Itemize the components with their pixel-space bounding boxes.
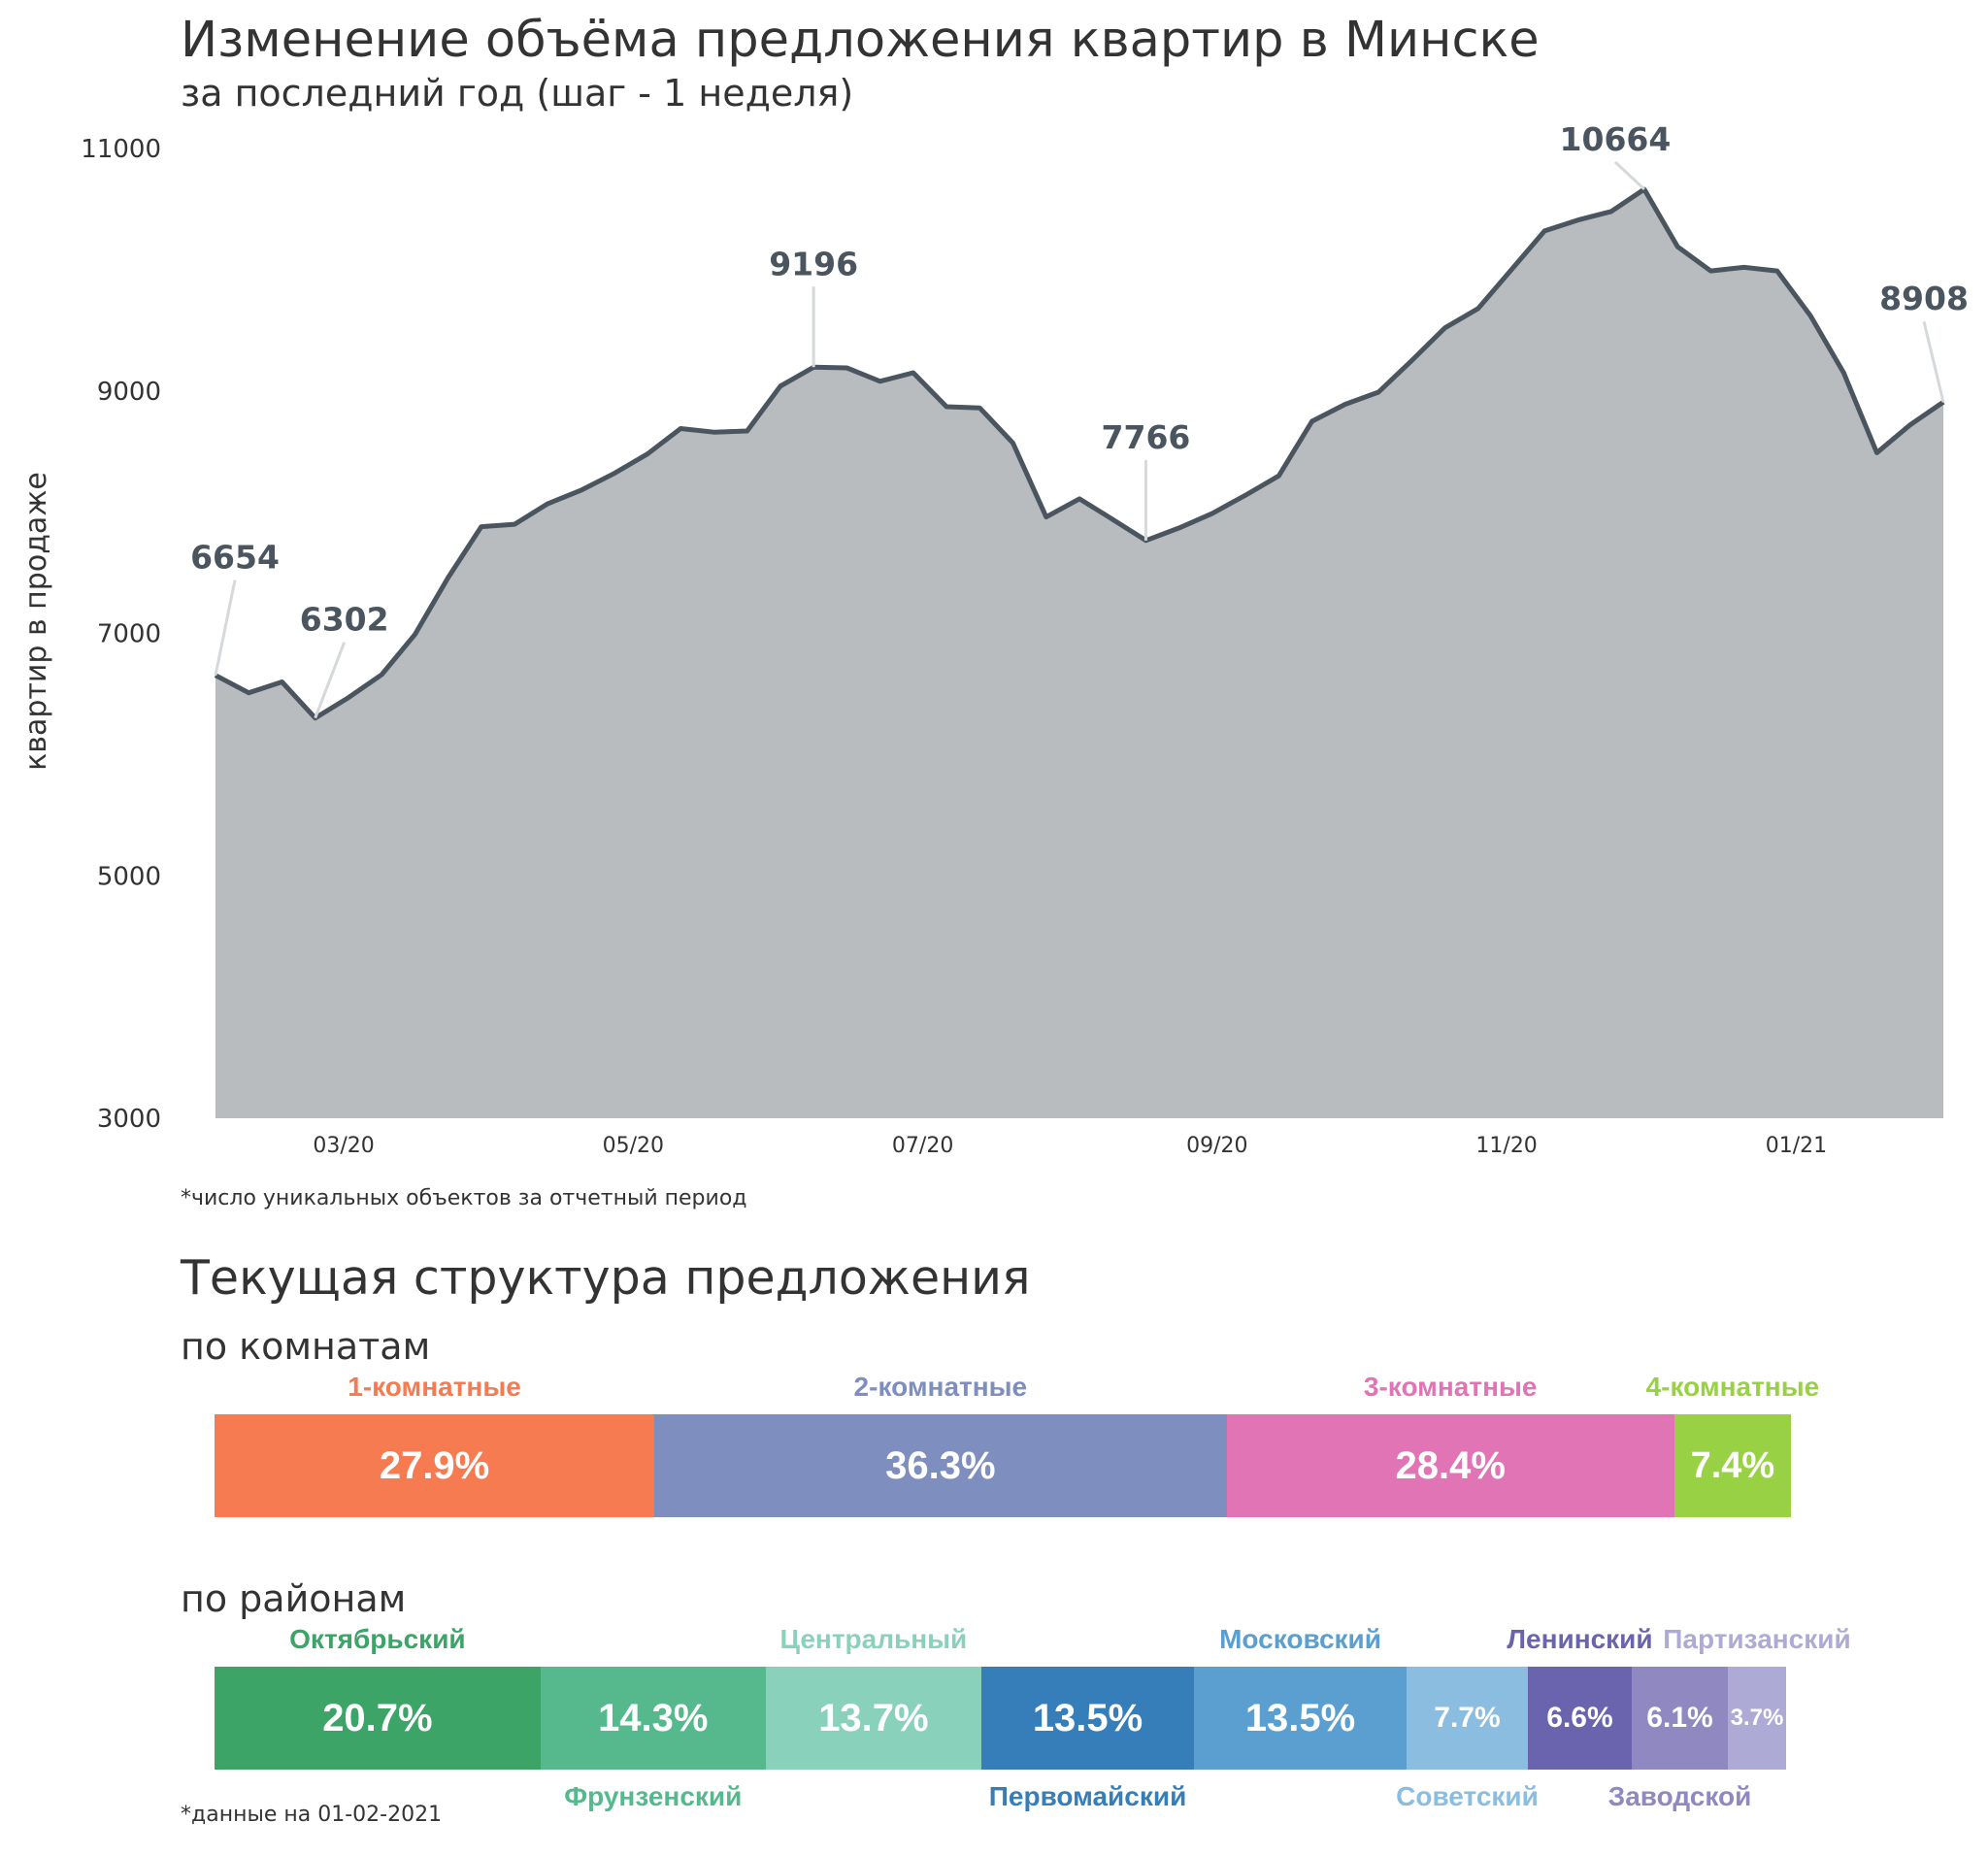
- district-name: Московский: [1219, 1624, 1381, 1654]
- district-percent: 13.7%: [818, 1696, 929, 1739]
- district-percent: 20.7%: [322, 1696, 433, 1739]
- district-name: Фрунзенский: [564, 1781, 743, 1811]
- y-tick-label: 5000: [97, 862, 161, 891]
- data-date-footnote: *данные на 01-02-2021: [181, 1803, 443, 1827]
- rooms-segment: 36.3%: [654, 1414, 1227, 1517]
- district-segment: 7.7%: [1407, 1667, 1528, 1770]
- annotation-label: 6302: [300, 601, 389, 639]
- districts-heading: по районам: [181, 1577, 407, 1620]
- rooms-heading: по комнатам: [181, 1325, 431, 1368]
- district-segment: 6.1%: [1632, 1667, 1728, 1770]
- rooms-percent: 7.4%: [1690, 1444, 1775, 1486]
- district-segment: 13.7%: [765, 1667, 982, 1770]
- district-segment: 6.6%: [1527, 1667, 1632, 1770]
- rooms-percent: 27.9%: [379, 1443, 490, 1487]
- district-segment: 13.5%: [1194, 1667, 1408, 1770]
- district-segment: 20.7%: [215, 1667, 541, 1770]
- rooms-segment: 28.4%: [1226, 1414, 1674, 1517]
- district-name: Заводской: [1607, 1781, 1752, 1811]
- district-name: Центральный: [779, 1624, 968, 1654]
- district-name: Ленинский: [1507, 1624, 1653, 1654]
- district-percent: 14.3%: [598, 1696, 709, 1739]
- district-name: Октябрьский: [289, 1624, 466, 1654]
- annotation-leader: [214, 580, 237, 677]
- y-tick-label: 9000: [97, 378, 161, 407]
- chart-subtitle: за последний год (шаг - 1 неделя): [181, 72, 854, 115]
- district-percent: 3.7%: [1730, 1705, 1784, 1731]
- annotation-leader: [1613, 160, 1645, 191]
- x-tick-label: 09/20: [1186, 1134, 1247, 1158]
- annotation-label: 8908: [1879, 280, 1969, 317]
- annotation-label: 7766: [1102, 418, 1191, 456]
- rooms-segment: 27.9%: [215, 1414, 655, 1517]
- area-fill: [215, 189, 1943, 1118]
- annotation-label: 9196: [769, 245, 858, 282]
- x-tick-label: 03/20: [313, 1134, 374, 1158]
- district-name: Первомайский: [988, 1781, 1187, 1811]
- district-percent: 13.5%: [1244, 1696, 1356, 1739]
- district-segment: 13.5%: [981, 1667, 1195, 1770]
- x-tick-label: 01/21: [1766, 1134, 1827, 1158]
- district-segment: 14.3%: [540, 1667, 766, 1770]
- series-line: [214, 186, 1945, 721]
- rooms-name: 3-комнатные: [1363, 1372, 1538, 1402]
- annotation-label: 10664: [1560, 120, 1672, 158]
- structure-section-title: Текущая структура предложения: [181, 1250, 1031, 1306]
- district-name: Советский: [1396, 1781, 1539, 1811]
- rooms-segment: 7.4%: [1673, 1414, 1791, 1517]
- area-chart: 3000 5000 7000 9000 11000 03/20 05/20 07/20 09/2…: [19, 120, 1969, 1158]
- x-tick-label: 07/20: [892, 1134, 953, 1158]
- rooms-name: 2-комнатные: [853, 1372, 1028, 1402]
- annotation-label: 6654: [190, 539, 280, 577]
- y-tick-label: 3000: [97, 1105, 161, 1134]
- district-percent: 7.7%: [1434, 1702, 1501, 1734]
- y-tick-label: 11000: [81, 135, 161, 164]
- rooms-name: 4-комнатные: [1645, 1372, 1820, 1402]
- rooms-name: 1-комнатные: [348, 1372, 521, 1402]
- x-tick-label: 11/20: [1475, 1134, 1537, 1158]
- district-percent: 13.5%: [1032, 1696, 1143, 1739]
- x-tick-label: 05/20: [603, 1134, 664, 1158]
- chart-title: Изменение объёма предложения квартир в М…: [181, 12, 1540, 69]
- chart-footnote: *число уникальных объектов за отчетный п…: [181, 1186, 747, 1210]
- district-segment: 3.7%: [1727, 1667, 1786, 1770]
- y-axis-label: квартир в продаже: [19, 472, 53, 771]
- rooms-percent: 28.4%: [1395, 1443, 1506, 1487]
- y-tick-label: 7000: [97, 620, 161, 649]
- annotation-leader: [314, 642, 347, 719]
- annotation-leader: [1922, 320, 1945, 403]
- district-name: Партизанский: [1663, 1624, 1851, 1654]
- district-percent: 6.6%: [1546, 1702, 1613, 1734]
- district-percent: 6.1%: [1646, 1702, 1713, 1734]
- rooms-percent: 36.3%: [885, 1443, 996, 1487]
